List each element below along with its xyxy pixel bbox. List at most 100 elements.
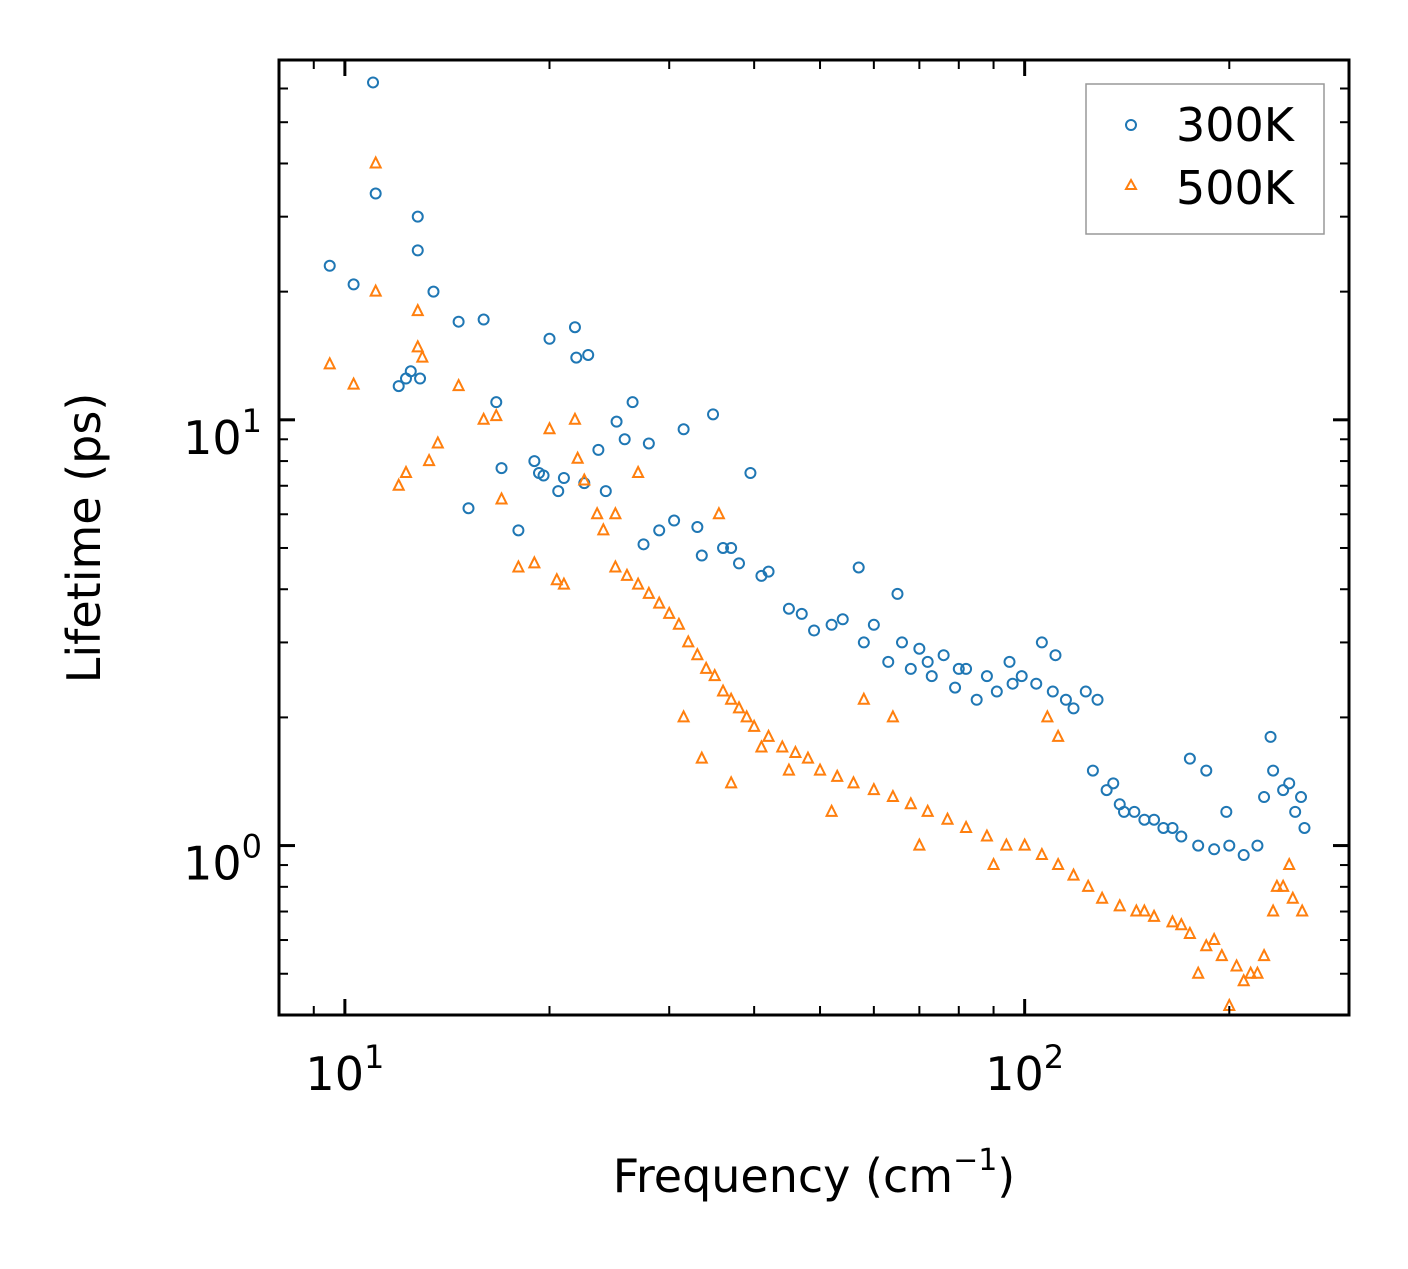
data-point-500k [681,634,695,648]
data-point-300k [795,607,808,620]
legend-label-500k: 500K [1176,161,1296,215]
data-point-500k [608,506,623,520]
data-point-300k [960,662,973,675]
series-layer [323,76,1311,1011]
data-point-300k [882,655,895,668]
data-point-300k [1192,839,1205,852]
series-300k [323,76,1311,862]
data-point-300k [952,662,965,675]
x-tick-label: 102 [985,1038,1064,1101]
data-point-300k [1086,764,1099,777]
data-point-500k [1113,898,1127,912]
data-point-500k [788,744,803,758]
y-tick-label: 100 [183,828,262,891]
data-point-500k [596,522,610,536]
data-point-500k [590,506,604,520]
data-point-300k [1079,685,1092,698]
data-point-300k [808,624,821,637]
data-point-300k [414,372,427,385]
data-point-500k [477,411,491,425]
data-point-300k [369,187,382,200]
data-point-500k [1051,728,1065,742]
data-point-500k [904,796,918,810]
series-500k [323,155,1309,1011]
x-axis-label: Frequency (cm−1) [613,1143,1016,1203]
data-point-300k [618,433,631,446]
data-point-300k [1289,805,1302,818]
data-point-300k [392,380,405,393]
data-point-300k [1258,791,1271,804]
data-point-500k [415,349,429,363]
data-point-300k [1148,813,1161,826]
data-point-300k [782,602,795,615]
data-point-300k [1100,784,1113,797]
data-point-500k [980,828,994,842]
data-point-300k [1006,677,1019,690]
data-point-300k [1059,693,1072,706]
data-point-300k [980,670,993,683]
data-point-500k [1250,965,1265,979]
data-point-500k [813,762,827,776]
data-point-300k [568,321,581,334]
data-point-300k [653,524,666,537]
data-point-500k [1165,914,1180,928]
data-point-300k [1208,843,1221,856]
data-point-500k [411,339,425,353]
data-point-500k [886,788,900,803]
data-point-300k [744,467,757,480]
data-point-300k [537,469,550,482]
data-point-500k [1137,903,1151,917]
y-tick-label: 101 [183,402,262,465]
data-point-500k [846,775,861,789]
data-point-500k [830,768,844,782]
data-point-500k [527,555,541,569]
data-point-300k [891,587,904,600]
data-point-300k [1166,821,1179,834]
data-point-500k [1095,890,1109,904]
x-tick-label: 101 [305,1038,384,1101]
data-point-500k [620,567,634,581]
data-point-500k [511,559,526,573]
data-point-300k [836,613,849,626]
legend-marker-500k [1124,177,1138,190]
data-point-500k [369,155,383,169]
data-point-500k [732,700,746,714]
data-point-300k [1015,670,1028,683]
data-point-500k [747,718,761,732]
data-point-300k [949,681,962,694]
data-point-500k [775,739,789,753]
data-point-300k [452,315,465,328]
data-point-500k [782,762,796,776]
data-point-500k [1286,890,1300,904]
data-point-500k [571,450,585,464]
data-point-500k [912,837,926,851]
data-point-300k [1237,849,1250,862]
data-point-500k [577,472,591,486]
data-point-500k [1147,908,1161,922]
data-point-500k [1244,965,1258,979]
data-point-300k [895,636,908,649]
data-point-300k [592,443,605,456]
data-point-300k [1128,805,1141,818]
data-point-300k [695,549,708,562]
data-point-300k [495,462,508,475]
data-point-500k [662,605,676,619]
data-point-500k [1174,916,1188,931]
data-point-500k [568,411,582,425]
data-point-300k [404,365,417,378]
data-point-500k [1276,878,1290,892]
data-point-300k [1264,730,1277,743]
data-point-300k [725,541,738,554]
data-point-300k [552,485,565,498]
data-point-300k [867,618,880,631]
data-point-300k [347,278,360,291]
data-point-500k [677,709,691,723]
data-point-500k [550,571,564,586]
data-point-500k [1183,925,1197,939]
data-point-500k [690,646,704,661]
data-point-500k [716,683,730,697]
data-point-300k [462,502,475,515]
data-point-500k [451,377,466,392]
data-point-500k [1081,878,1095,892]
